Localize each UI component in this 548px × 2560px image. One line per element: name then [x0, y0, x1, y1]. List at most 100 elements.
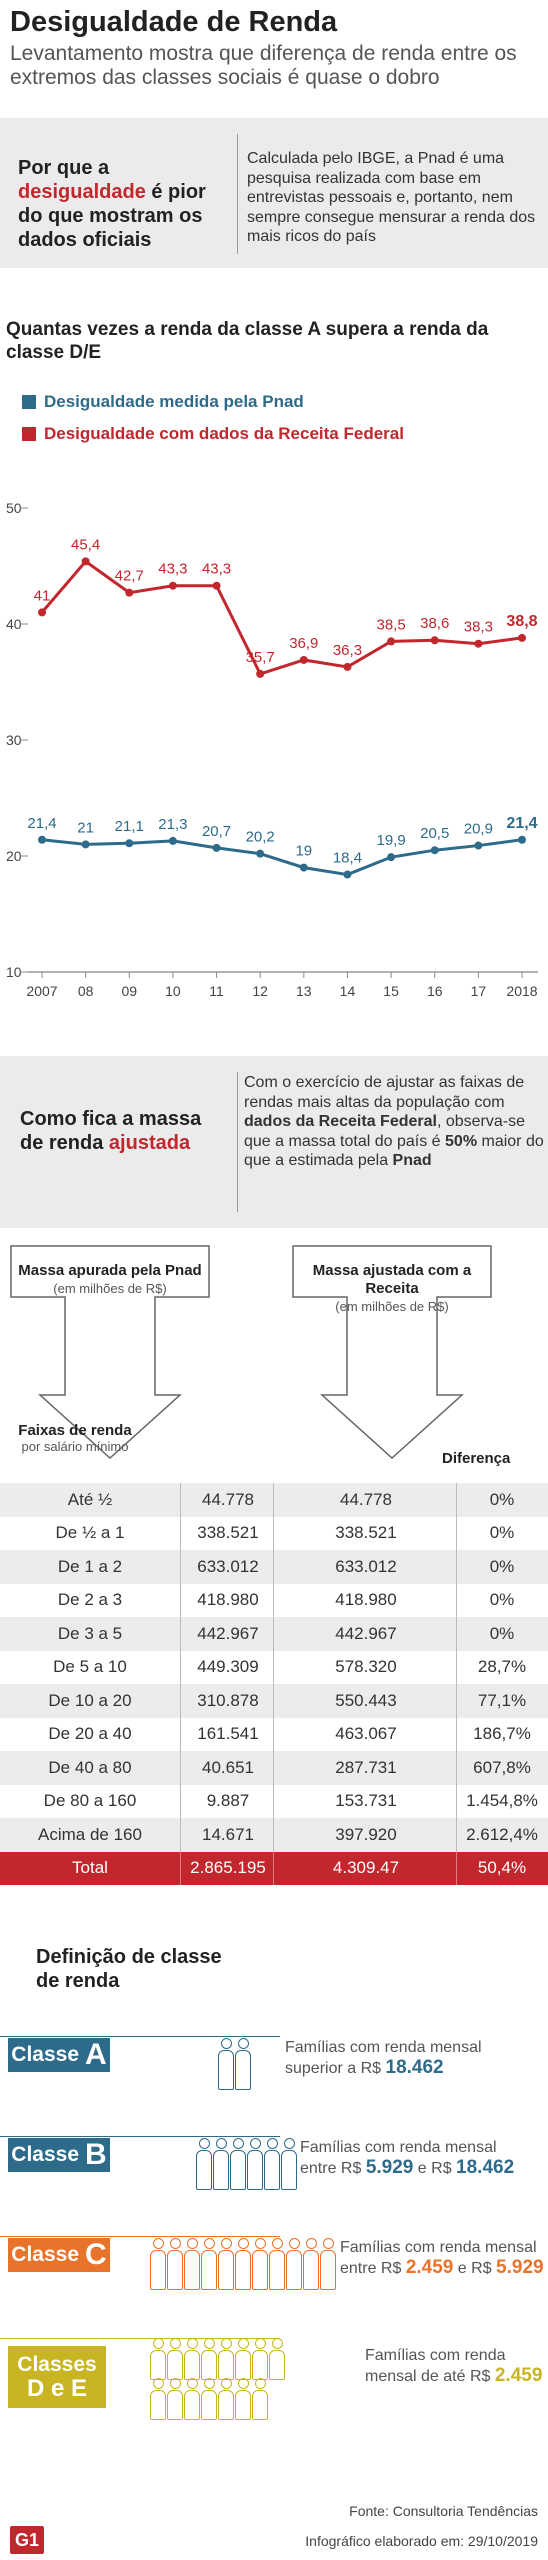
data-label: 20,9	[464, 821, 493, 838]
x-tick-label: 17	[471, 983, 487, 999]
data-point	[474, 639, 483, 648]
class-description: Famílias com renda mensal de até R$ 2.459	[365, 2347, 543, 2386]
table-cell: 463.067	[335, 1724, 397, 1744]
x-tick-label: 16	[427, 983, 443, 999]
column-divider	[273, 1751, 274, 1785]
y-tick-label: 10	[6, 964, 22, 980]
table-row: De ½ a 1 338.521 338.521 0%	[0, 1516, 548, 1550]
table-cell: 4.309.47	[332, 1858, 400, 1878]
legend-swatch-pnad	[22, 395, 36, 409]
column-divider	[273, 1650, 274, 1684]
diferenca-header: Diferença	[442, 1450, 511, 1467]
table-row: De 10 a 20 310.878 550.443 77,1%	[0, 1684, 548, 1718]
receita-header: Massa ajustada com a Receita (em milhões …	[312, 1262, 472, 1314]
data-label: 21,1	[115, 818, 144, 835]
series-line-1	[41, 838, 523, 877]
data-point	[212, 581, 221, 590]
table-cell: 44.778	[202, 1489, 254, 1509]
table-cell: 442.967	[197, 1623, 259, 1643]
x-tick-label: 2007	[26, 983, 57, 999]
table-cell: 0%	[489, 1623, 515, 1643]
divider	[237, 134, 238, 254]
page-subtitle: Levantamento mostra que diferença de ren…	[10, 42, 517, 89]
family-icon	[264, 2138, 280, 2190]
class-b: Classe B Famílias com renda mensal entre R$…	[0, 2128, 548, 2218]
table-cell: 1.454,8%	[466, 1791, 538, 1811]
x-tick-label: 2018	[506, 983, 537, 999]
column-divider	[180, 1617, 181, 1651]
column-divider	[456, 1583, 457, 1617]
column-divider	[273, 1516, 274, 1550]
table-cell: 14.671	[202, 1824, 254, 1844]
table-cell: 50,4%	[477, 1858, 527, 1878]
family-icon	[150, 2378, 166, 2420]
class-bar	[0, 2236, 280, 2237]
chart-title: Quantas vezes a renda da classe A supera…	[6, 319, 489, 363]
income-table: Até ½ 44.778 44.778 0% De ½ a 1 338.521 338.52…	[0, 1483, 548, 1885]
column-divider	[180, 1483, 181, 1517]
data-point	[474, 841, 483, 850]
data-label: 19	[295, 843, 312, 860]
table-cell: 9.887	[206, 1791, 250, 1811]
column-divider	[273, 1818, 274, 1852]
class-bar	[0, 2338, 280, 2339]
legend-swatch-receita	[22, 427, 36, 441]
pnad-header: Massa apurada pela Pnad (em milhões de R$…	[18, 1262, 202, 1296]
data-label: 19,9	[376, 832, 405, 849]
family-icon	[235, 2338, 251, 2380]
family-icon	[184, 2378, 200, 2420]
family-icon	[247, 2138, 263, 2190]
class-c: Classe C Famílias com renda mensal entre R$…	[0, 2228, 548, 2318]
class-bar	[0, 2036, 280, 2037]
table-cell: 397.920	[335, 1824, 397, 1844]
data-point	[81, 557, 90, 566]
column-divider	[180, 1784, 181, 1818]
legend-receita: Desigualdade com dados da Receita Federa…	[22, 424, 404, 444]
table-cell: De 40 a 80	[48, 1757, 132, 1777]
family-icon	[201, 2238, 217, 2290]
column-divider	[456, 1717, 457, 1751]
family-icon	[269, 2238, 285, 2290]
table-cell: 287.731	[335, 1757, 397, 1777]
data-label: 35,7	[246, 649, 275, 666]
column-divider	[180, 1717, 181, 1751]
data-point	[125, 839, 134, 848]
column-divider	[456, 1483, 457, 1517]
column-divider	[273, 1717, 274, 1751]
table-cell: De 80 a 160	[43, 1791, 137, 1811]
table-cell: 550.443	[335, 1690, 397, 1710]
table-row: De 3 a 5 442.967 442.967 0%	[0, 1617, 548, 1651]
data-point	[299, 655, 308, 664]
class-bar	[0, 2136, 280, 2137]
divider	[237, 1072, 238, 1212]
g1-logo: G1	[10, 2526, 44, 2554]
series-line-2	[40, 559, 523, 676]
line-chart: 10 20 30 40 50 2007 08 09 10 11 12 13 14 15 16 17 2018 21…	[6, 500, 538, 999]
column-divider	[273, 1483, 274, 1517]
table-cell: De 3 a 5	[57, 1623, 123, 1643]
data-point	[430, 636, 439, 645]
class-badge: Classe C	[8, 2238, 110, 2272]
data-label: 43,3	[202, 561, 231, 578]
table-cell: Total	[72, 1858, 108, 1878]
family-icon	[150, 2338, 166, 2380]
family-icon	[150, 2238, 166, 2290]
x-tick-label: 11	[209, 983, 224, 999]
column-divider	[273, 1684, 274, 1718]
data-label: 21,4	[506, 815, 537, 832]
column-divider	[456, 1516, 457, 1550]
family-icon	[252, 2338, 268, 2380]
table-cell: 40.651	[202, 1757, 254, 1777]
table-cell: 28,7%	[477, 1657, 527, 1677]
family-icon	[167, 2338, 183, 2380]
table-cell: 310.878	[197, 1690, 259, 1710]
family-icon	[218, 2378, 234, 2420]
receita-arrow	[292, 1245, 492, 1460]
column-divider	[273, 1784, 274, 1818]
column-divider	[180, 1550, 181, 1584]
column-divider	[180, 1516, 181, 1550]
data-label: 20,7	[202, 823, 231, 840]
mass-text: Com o exercício de ajustar as faixas de …	[244, 1074, 544, 1169]
class-a: Classe A Famílias com renda mensal superior…	[0, 2028, 548, 2118]
family-icon	[201, 2338, 217, 2380]
